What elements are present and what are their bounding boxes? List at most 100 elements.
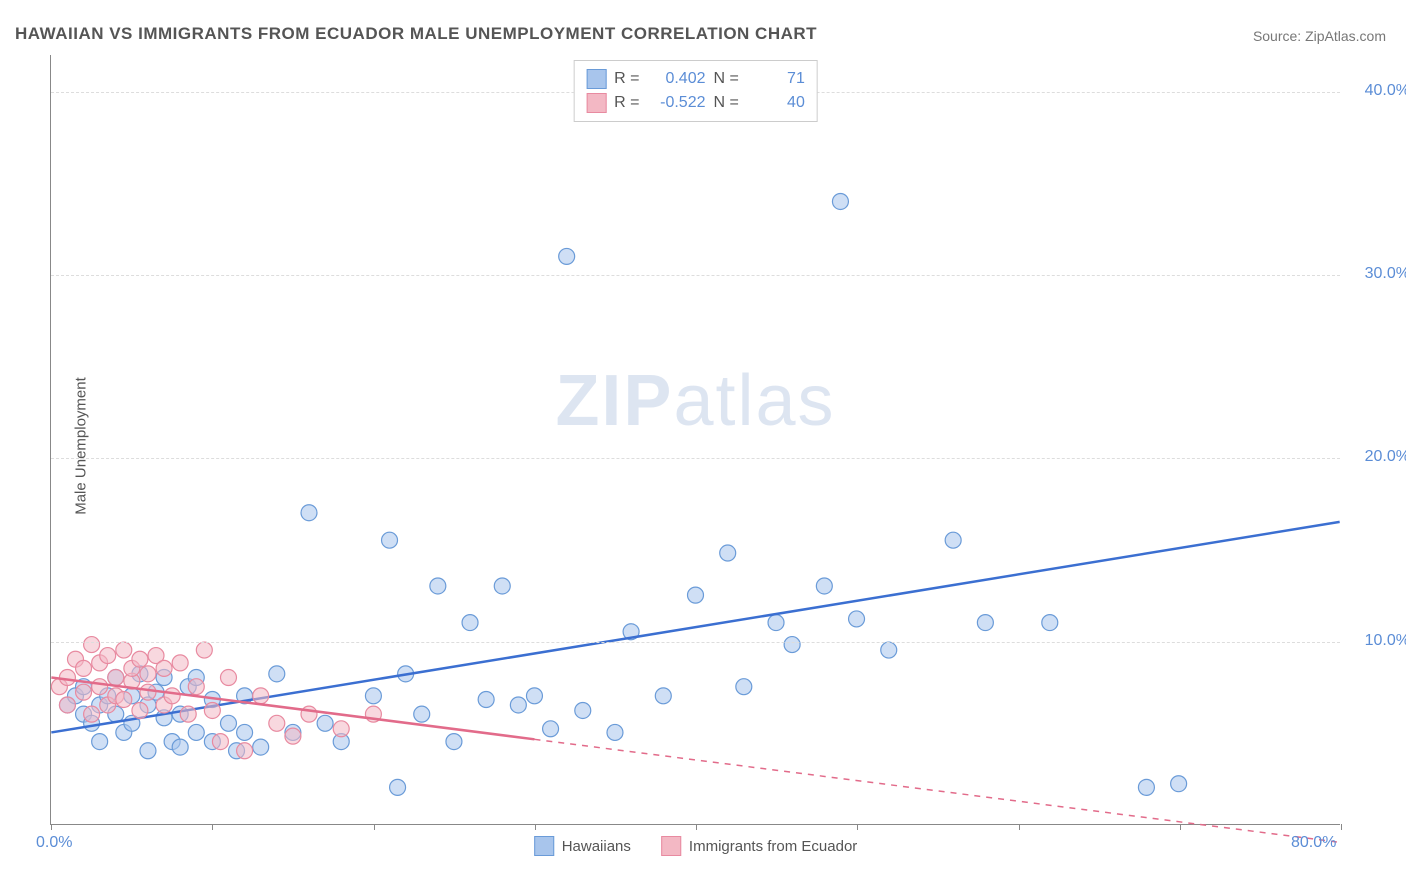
scatter-point <box>832 193 848 209</box>
legend-swatch <box>586 93 606 113</box>
scatter-point <box>132 651 148 667</box>
x-tick-mark <box>696 824 697 830</box>
scatter-point <box>76 660 92 676</box>
scatter-point <box>333 721 349 737</box>
scatter-point <box>140 684 156 700</box>
scatter-point <box>132 702 148 718</box>
scatter-point <box>720 545 736 561</box>
scatter-point <box>237 724 253 740</box>
r-value: 0.402 <box>648 70 706 88</box>
legend-swatch <box>586 69 606 89</box>
scatter-point <box>655 688 671 704</box>
scatter-point <box>317 715 333 731</box>
scatter-point <box>559 248 575 264</box>
scatter-point <box>188 679 204 695</box>
scatter-point <box>977 615 993 631</box>
trend-line <box>51 522 1339 733</box>
scatter-point <box>543 721 559 737</box>
scatter-point <box>116 692 132 708</box>
scatter-point <box>736 679 752 695</box>
scatter-point <box>382 532 398 548</box>
scatter-point <box>59 670 75 686</box>
scatter-point <box>253 739 269 755</box>
scatter-point <box>301 505 317 521</box>
x-tick-label: 0.0% <box>36 834 72 852</box>
scatter-point <box>164 688 180 704</box>
scatter-point <box>575 702 591 718</box>
scatter-point <box>140 743 156 759</box>
n-value: 40 <box>747 94 805 112</box>
legend-swatch <box>661 836 681 856</box>
scatter-point <box>108 670 124 686</box>
scatter-point <box>116 642 132 658</box>
scatter-point <box>494 578 510 594</box>
gridline <box>51 275 1340 276</box>
scatter-point <box>1171 776 1187 792</box>
x-tick-label: 80.0% <box>1291 834 1336 852</box>
scatter-point <box>478 692 494 708</box>
chart-plot-area: ZIPatlas R = 0.402 N = 71 R = -0.522 N =… <box>50 55 1340 825</box>
scatter-point <box>510 697 526 713</box>
scatter-point <box>881 642 897 658</box>
x-tick-mark <box>374 824 375 830</box>
scatter-point <box>253 688 269 704</box>
x-tick-mark <box>212 824 213 830</box>
scatter-point <box>365 688 381 704</box>
scatter-point <box>204 702 220 718</box>
source-attribution: Source: ZipAtlas.com <box>1253 28 1386 44</box>
y-tick-label: 10.0% <box>1350 632 1406 650</box>
scatter-point <box>59 697 75 713</box>
legend-swatch <box>534 836 554 856</box>
scatter-point <box>446 734 462 750</box>
scatter-point <box>390 779 406 795</box>
scatter-point <box>816 578 832 594</box>
x-tick-mark <box>1180 824 1181 830</box>
scatter-point <box>188 724 204 740</box>
chart-title: HAWAIIAN VS IMMIGRANTS FROM ECUADOR MALE… <box>15 24 817 44</box>
correlation-stats-box: R = 0.402 N = 71 R = -0.522 N = 40 <box>573 60 818 122</box>
r-label: R = <box>614 94 639 112</box>
trend-line-dashed <box>534 739 1339 842</box>
scatter-point <box>462 615 478 631</box>
stats-row: R = -0.522 N = 40 <box>586 91 805 115</box>
gridline <box>51 642 1340 643</box>
scatter-point <box>172 655 188 671</box>
scatter-point <box>526 688 542 704</box>
scatter-point <box>285 728 301 744</box>
scatter-point <box>92 734 108 750</box>
scatter-point <box>688 587 704 603</box>
x-tick-mark <box>535 824 536 830</box>
r-value: -0.522 <box>648 94 706 112</box>
scatter-point <box>784 637 800 653</box>
y-tick-label: 20.0% <box>1350 448 1406 466</box>
gridline <box>51 458 1340 459</box>
scatter-point <box>768 615 784 631</box>
x-tick-mark <box>1341 824 1342 830</box>
y-tick-label: 30.0% <box>1350 265 1406 283</box>
scatter-point <box>220 715 236 731</box>
scatter-plot-svg <box>51 55 1340 824</box>
legend-item: Immigrants from Ecuador <box>661 836 857 856</box>
scatter-point <box>156 660 172 676</box>
scatter-point <box>945 532 961 548</box>
stats-row: R = 0.402 N = 71 <box>586 67 805 91</box>
scatter-point <box>237 743 253 759</box>
scatter-point <box>269 666 285 682</box>
legend-label: Hawaiians <box>562 838 631 855</box>
scatter-point <box>172 739 188 755</box>
r-label: R = <box>614 70 639 88</box>
scatter-point <box>84 637 100 653</box>
scatter-point <box>269 715 285 731</box>
legend-label: Immigrants from Ecuador <box>689 838 857 855</box>
scatter-point <box>1138 779 1154 795</box>
n-label: N = <box>714 94 739 112</box>
legend-item: Hawaiians <box>534 836 631 856</box>
bottom-legend: Hawaiians Immigrants from Ecuador <box>534 836 858 856</box>
scatter-point <box>220 670 236 686</box>
n-value: 71 <box>747 70 805 88</box>
scatter-point <box>84 706 100 722</box>
scatter-point <box>196 642 212 658</box>
scatter-point <box>212 734 228 750</box>
scatter-point <box>92 679 108 695</box>
scatter-point <box>607 724 623 740</box>
